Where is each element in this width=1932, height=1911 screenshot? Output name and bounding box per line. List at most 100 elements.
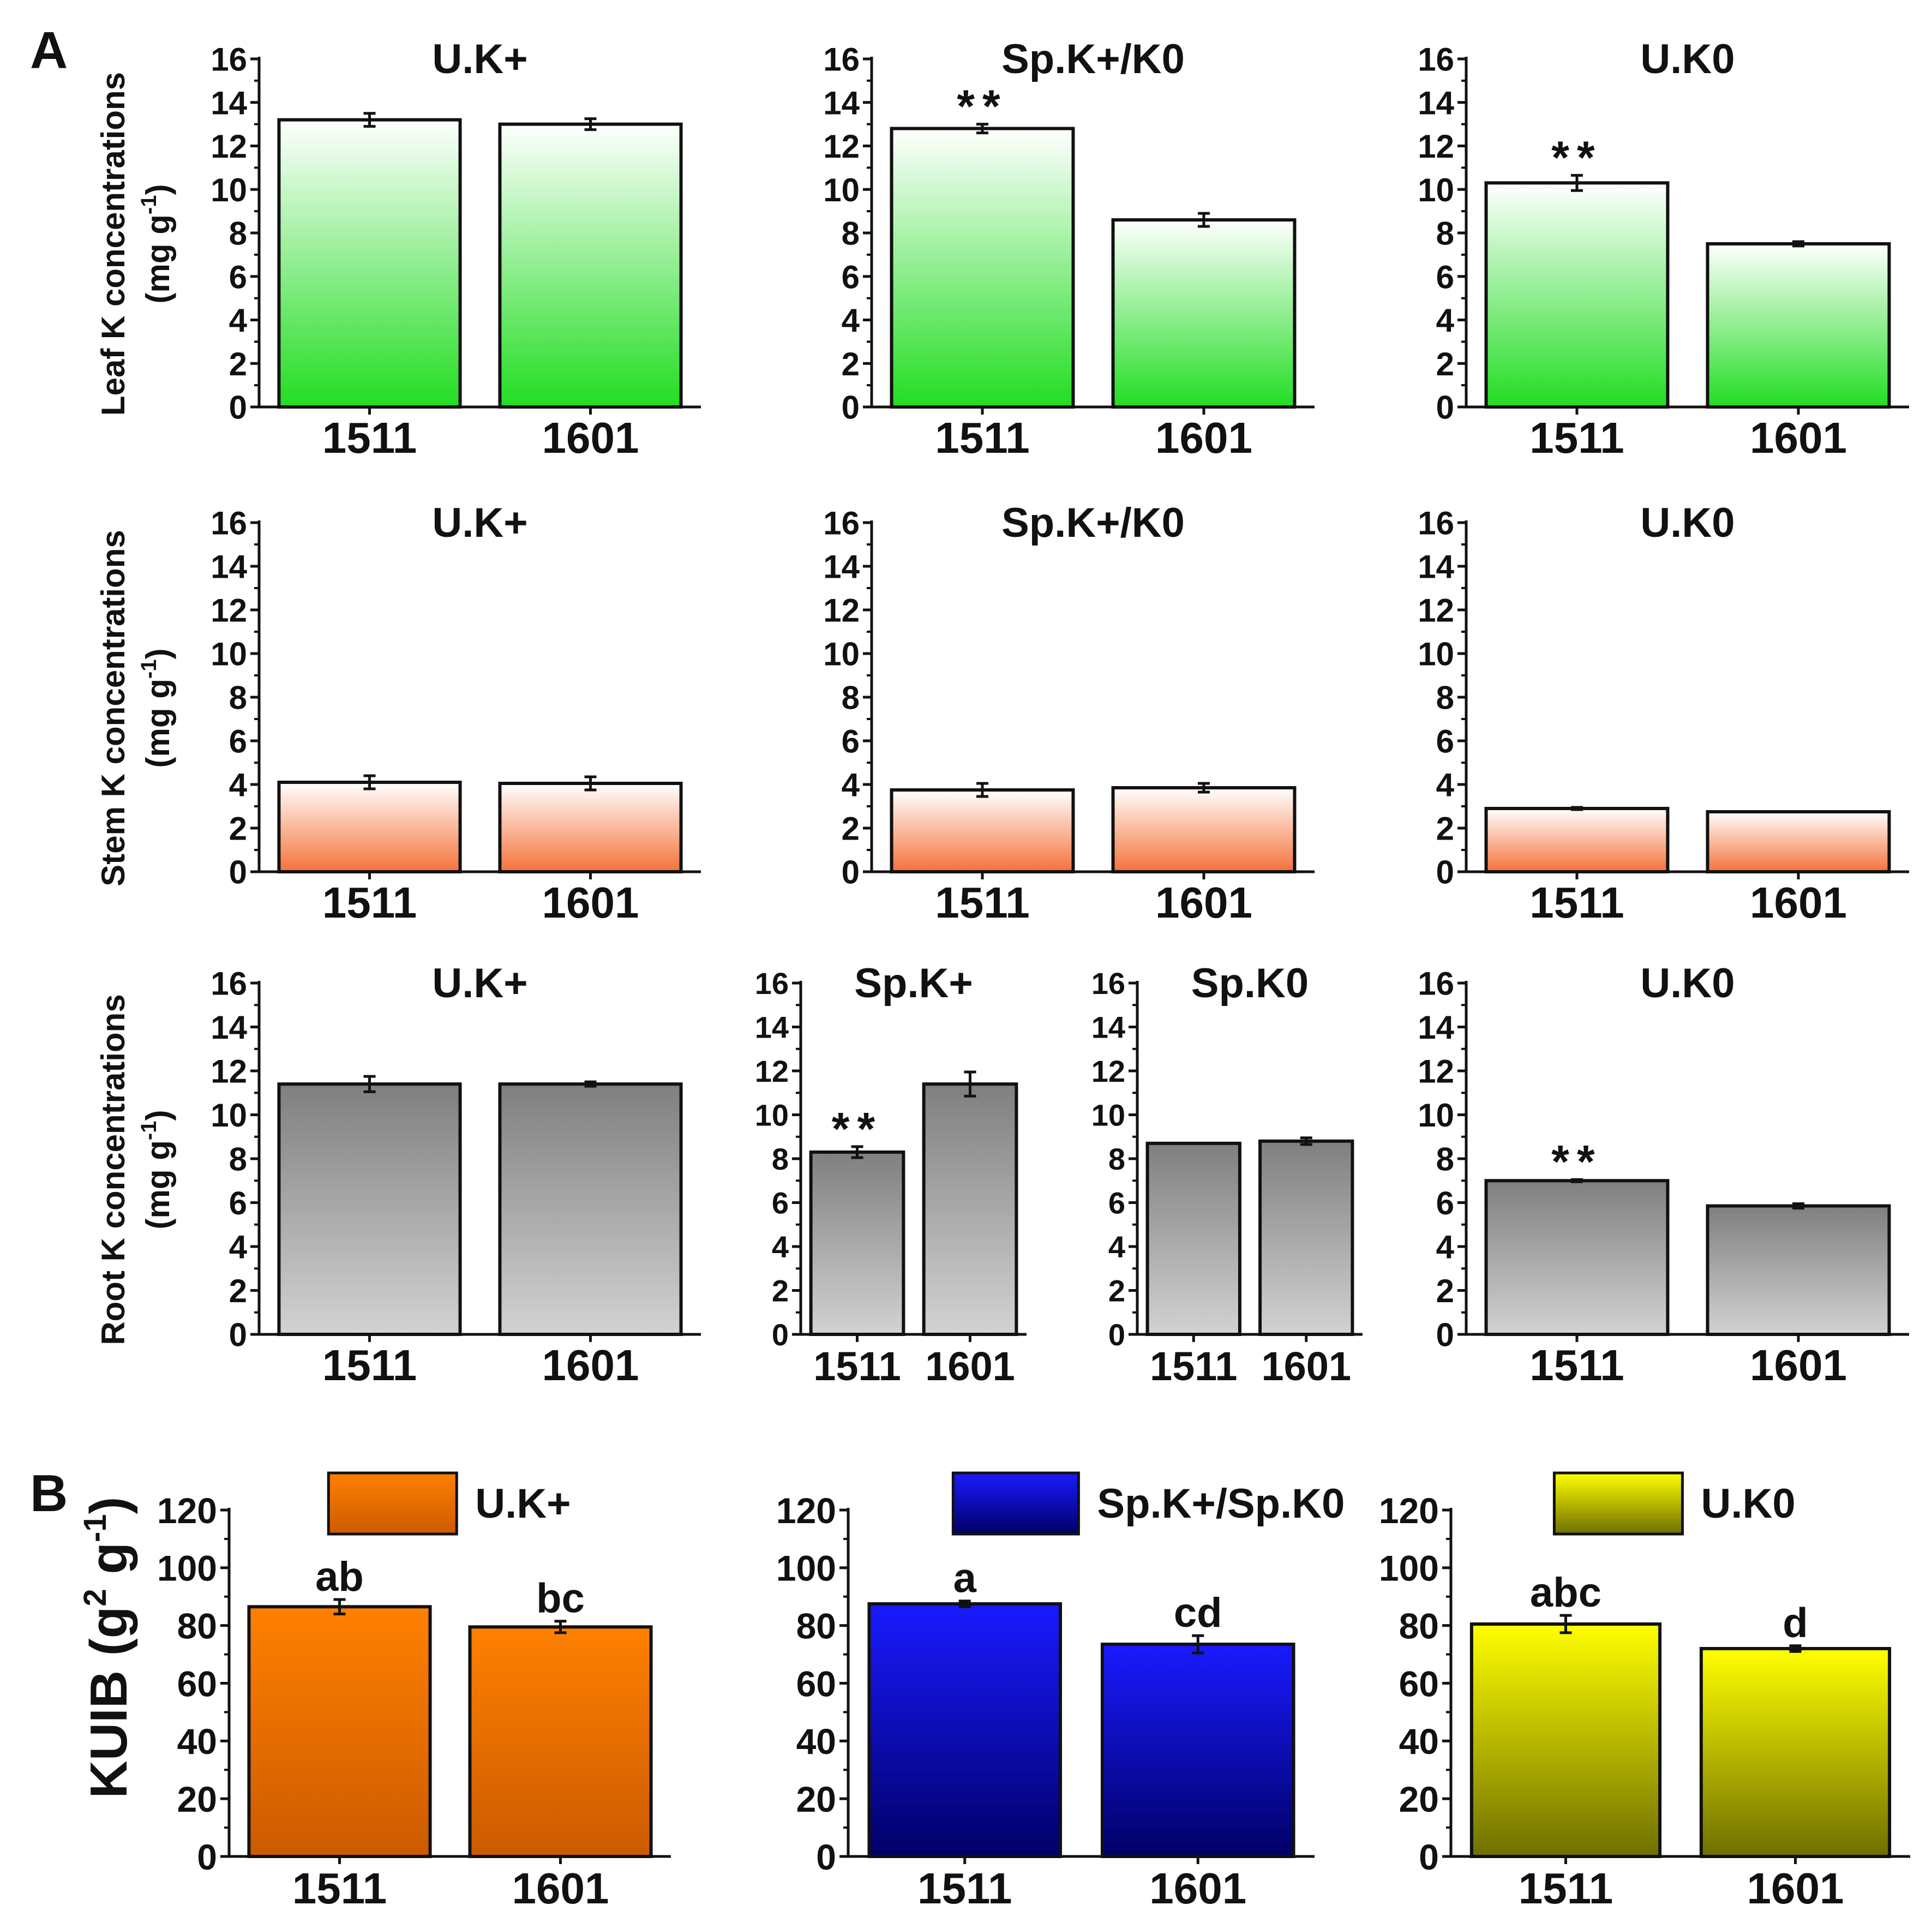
y-tick-label: 8 <box>229 215 247 252</box>
y-tick-label: 8 <box>772 1142 789 1176</box>
ylabel-unit-text: (mg g <box>140 1140 176 1229</box>
x-tick-label: 1601 <box>1747 1864 1844 1911</box>
legend-label: U.K0 <box>1701 1481 1795 1527</box>
y-tick-label: 100 <box>157 1548 217 1589</box>
y-tick-label: 10 <box>823 172 860 208</box>
chart-2: 0 2 4 6 8 10 12 14 16 1511 ** 1601 U.K0 <box>1418 36 1909 462</box>
x-tick-label: 1601 <box>1149 1864 1246 1911</box>
y-tick-label: 8 <box>229 1141 247 1178</box>
data-annotation: abc <box>1530 1569 1601 1616</box>
chart-title: U.K+ <box>432 500 527 546</box>
y-tick-label: 4 <box>842 767 860 804</box>
bar <box>1706 1204 1891 1337</box>
chart-0: 0 2 4 6 8 10 12 14 16 1511 1601 U.K+ <box>211 36 701 462</box>
bar <box>1100 1643 1295 1858</box>
x-tick-label: 1601 <box>1750 414 1847 462</box>
bar <box>277 1082 462 1337</box>
b-ylabel: KUIB (g2 g-1) <box>77 1496 138 1798</box>
y-tick-label: 4 <box>842 302 860 339</box>
b-ylabel-close: ) <box>80 1496 138 1514</box>
chart-4: 0 2 4 6 8 10 12 14 16 1511 1601 Sp.K+/K0 <box>823 500 1315 927</box>
chart-title: U.K0 <box>1640 960 1735 1007</box>
ylabel-sup: -1 <box>137 660 161 679</box>
bar <box>1706 810 1891 873</box>
bar <box>890 127 1075 409</box>
y-tick-label: 20 <box>177 1779 217 1819</box>
chart-title: Sp.K+/K0 <box>1001 36 1185 82</box>
bar <box>277 781 462 873</box>
y-tick-label: 14 <box>823 549 860 585</box>
y-tick-label: 16 <box>211 966 247 1002</box>
y-tick-label: 14 <box>1418 1009 1454 1046</box>
x-tick-label: 1601 <box>542 1341 639 1389</box>
y-tick-label: 14 <box>1418 85 1454 121</box>
x-tick-label: 1511 <box>1529 1341 1624 1389</box>
y-tick-label: 10 <box>755 1098 789 1133</box>
y-tick-label: 12 <box>211 592 247 629</box>
y-tick-label: 80 <box>1399 1606 1439 1646</box>
y-tick-label: 2 <box>229 811 247 847</box>
y-tick-label: 16 <box>1418 966 1454 1002</box>
y-tick-label: 0 <box>197 1837 217 1877</box>
y-tick-label: 2 <box>1436 811 1454 847</box>
x-tick-label: 1601 <box>1155 414 1252 462</box>
ylabel-close: ) <box>140 1110 176 1121</box>
y-tick-label: 12 <box>755 1054 789 1088</box>
bar <box>498 782 683 873</box>
chart-6: 0 2 4 6 8 10 12 14 16 1511 1601 U.K+ <box>211 960 701 1389</box>
y-tick-label: 14 <box>755 1010 789 1045</box>
y-tick-label: 6 <box>229 259 247 295</box>
bar <box>1145 1141 1241 1336</box>
y-tick-label: 8 <box>1436 215 1454 252</box>
bar <box>1111 218 1297 409</box>
row-ylabel-leaf: Leaf K concentrations (mg g-1) <box>95 72 176 416</box>
panel-label-b: B <box>30 1464 68 1523</box>
data-annotation: bc <box>536 1575 585 1622</box>
x-tick-label: 1601 <box>1750 878 1847 927</box>
data-annotation: ** <box>832 1103 883 1154</box>
y-tick-label: 10 <box>211 172 247 208</box>
ylabel-unit: (mg g-1) <box>137 184 176 304</box>
x-tick-label: 1601 <box>1750 1341 1847 1389</box>
y-tick-label: 4 <box>1436 302 1455 339</box>
panel-label-a: A <box>30 21 68 80</box>
ylabel-line: Root K concentrations <box>95 994 131 1345</box>
data-annotation: cd <box>1174 1590 1222 1636</box>
y-tick-label: 12 <box>211 128 247 165</box>
x-tick-label: 1511 <box>1150 1344 1238 1389</box>
chart-11: 0 20 40 60 80 100 120 1511 a 1601 cd Sp.K+/Sp.K0 <box>776 1471 1345 1911</box>
y-tick-label: 10 <box>823 636 860 673</box>
ylabel-close: ) <box>140 184 176 195</box>
y-tick-label: 40 <box>177 1721 217 1762</box>
ylabel-unit-text: (mg g <box>140 679 176 768</box>
y-tick-label: 100 <box>1379 1548 1439 1589</box>
y-tick-label: 0 <box>1108 1317 1125 1352</box>
y-tick-label: 6 <box>842 259 860 295</box>
b-ylabel-mid: g <box>80 1542 138 1589</box>
y-tick-label: 14 <box>1091 1010 1125 1045</box>
ylabel-unit: (mg g-1) <box>137 649 176 768</box>
y-tick-label: 2 <box>842 346 860 382</box>
y-tick-label: 0 <box>1419 1837 1439 1877</box>
bar <box>1484 181 1670 409</box>
y-tick-label: 4 <box>1108 1230 1125 1264</box>
y-tick-label: 4 <box>229 1229 248 1266</box>
y-tick-label: 2 <box>1108 1274 1125 1308</box>
y-tick-label: 2 <box>1436 346 1454 382</box>
y-tick-label: 60 <box>796 1663 836 1704</box>
x-tick-label: 1511 <box>935 414 1030 462</box>
y-tick-label: 16 <box>823 41 860 78</box>
bar <box>1111 786 1297 873</box>
chart-title: U.K+ <box>432 36 527 82</box>
y-tick-label: 0 <box>229 1317 247 1353</box>
chart-7: 0 2 4 6 8 10 12 14 16 1511 ** 1601 Sp.K+ <box>755 960 1027 1389</box>
y-tick-label: 14 <box>211 1009 247 1046</box>
x-tick-label: 1511 <box>917 1864 1012 1911</box>
y-tick-label: 0 <box>772 1317 789 1352</box>
y-tick-label: 4 <box>772 1230 789 1264</box>
y-tick-label: 14 <box>823 85 860 121</box>
y-tick-label: 14 <box>211 549 247 585</box>
y-tick-label: 20 <box>796 1779 836 1819</box>
y-tick-label: 4 <box>229 302 248 339</box>
x-tick-label: 1511 <box>1529 878 1624 927</box>
